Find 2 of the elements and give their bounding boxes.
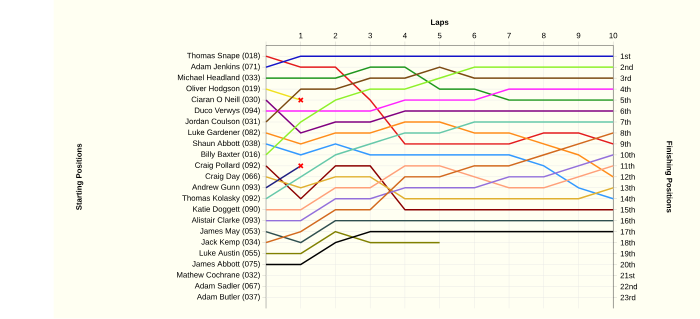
line-series [265,132,614,244]
line-series [265,121,614,178]
